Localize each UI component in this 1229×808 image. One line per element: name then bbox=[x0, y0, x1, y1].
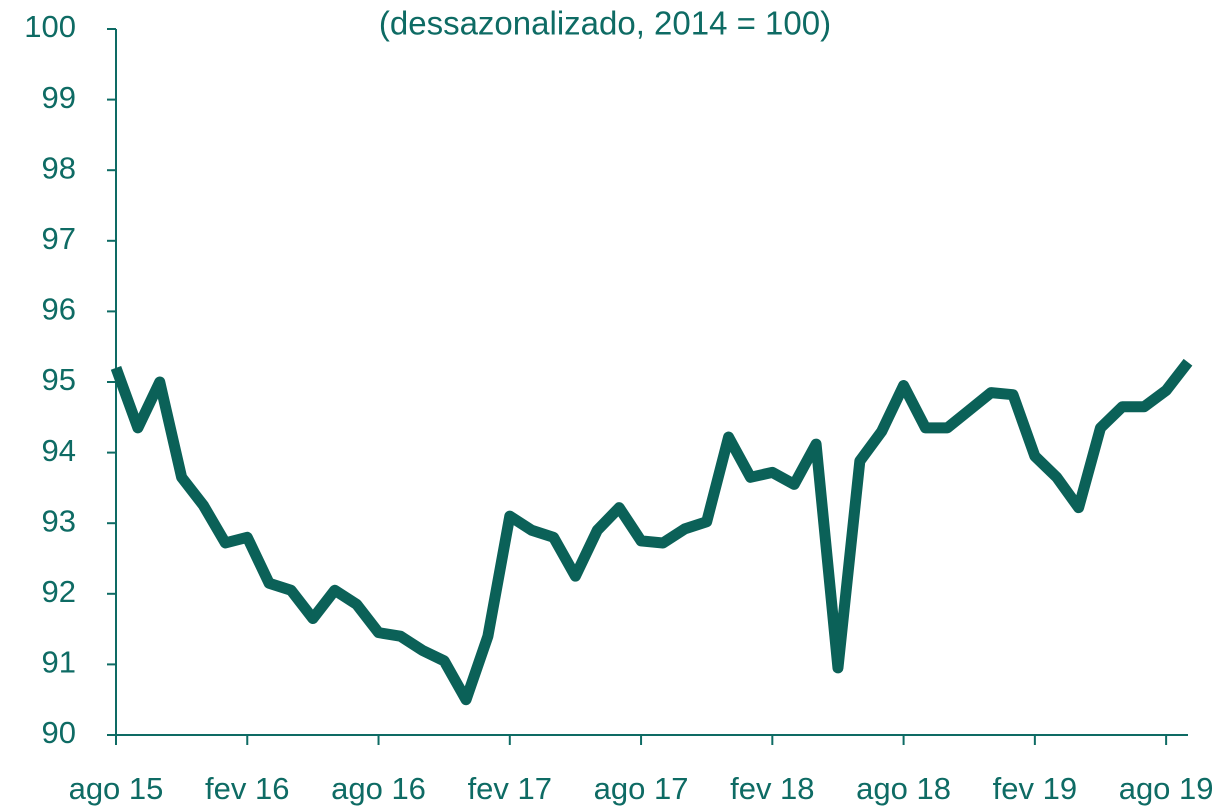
y-tick-label: 93 bbox=[42, 503, 76, 538]
x-tick-label: fev 16 bbox=[205, 771, 289, 806]
x-tick-label: fev 17 bbox=[468, 771, 552, 806]
x-tick-label: ago 16 bbox=[331, 771, 426, 806]
y-tick-label: 90 bbox=[42, 715, 76, 750]
chart-subtitle: (dessazonalizado, 2014 = 100) bbox=[379, 5, 831, 42]
x-tick-label: ago 18 bbox=[856, 771, 951, 806]
y-tick-label: 94 bbox=[42, 433, 76, 468]
x-tick-label: ago 19 bbox=[1119, 771, 1214, 806]
x-tick-label: ago 17 bbox=[594, 771, 689, 806]
y-tick-label: 97 bbox=[42, 221, 76, 256]
y-tick-label: 96 bbox=[42, 292, 76, 327]
x-tick-label: fev 19 bbox=[993, 771, 1077, 806]
y-tick-label: 99 bbox=[42, 80, 76, 115]
x-tick-label: fev 18 bbox=[730, 771, 814, 806]
y-tick-label: 92 bbox=[42, 574, 76, 609]
y-tick-label: 98 bbox=[42, 150, 76, 185]
line bbox=[110, 358, 1193, 706]
y-tick-label: 91 bbox=[42, 645, 76, 680]
y-tick-label: 100 bbox=[24, 9, 76, 44]
x-tick-label: ago 15 bbox=[69, 771, 164, 806]
y-tick-label: 95 bbox=[42, 362, 76, 397]
